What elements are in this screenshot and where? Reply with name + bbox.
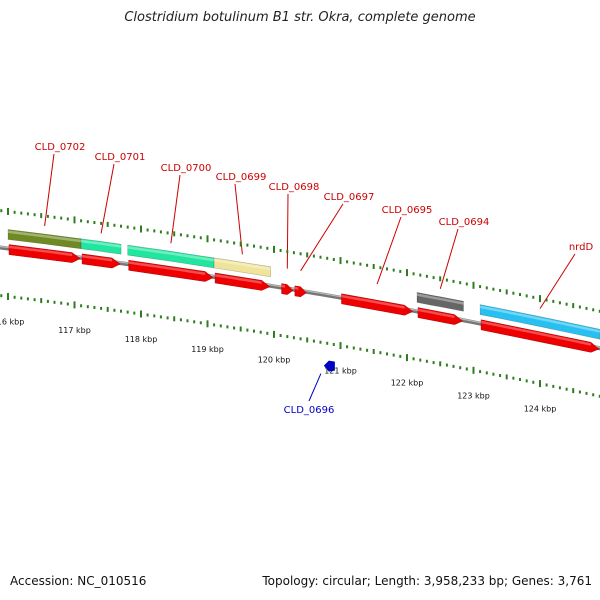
cds-arrow-shine-cld-0698 [281,284,285,288]
cds-arrow-shine-cld-0694 [418,308,455,319]
cds-arrow-shine-cld-0695 [341,294,405,309]
cds-arrow-cld-0699[interactable] [214,272,271,291]
axis-label-120-kbp: 120 kbp [258,355,291,364]
leader-line-cld-0701 [100,163,115,234]
axis-label-122-kbp: 122 kbp [391,379,424,388]
cds-arrow-cld-0700[interactable] [128,260,214,282]
accession-text: Accession: NC_010516 [10,574,147,588]
cds-arrow-shine-cld-0702 [9,245,73,257]
cog-feature-shine-cld-0700 [127,246,215,262]
cog-feature-shine-cld-0694 [417,293,464,305]
gene-label-cld-0699[interactable]: CLD_0699 [216,172,267,183]
cog-feature-cld-0701[interactable] [80,238,122,255]
cds-arrow-cld-0696[interactable] [323,360,335,372]
cog-feature-shine-cld-0702 [8,230,82,243]
cds-arrow-cld-0694[interactable] [417,307,463,325]
topology-summary-text: Topology: circular; Length: 3,958,233 bp… [262,574,592,588]
cog-feature-cld-0694[interactable] [416,292,464,312]
tick-marks [0,208,600,398]
leader-line-cld-0695 [376,216,402,285]
leader-line-cld-0694 [439,228,459,289]
gene-label-cld-0698[interactable]: CLD_0698 [269,182,320,193]
axis-label-124-kbp: 124 kbp [524,405,557,414]
cds-arrow-nrdd[interactable] [480,319,600,353]
leader-line-cld-0698 [286,193,289,269]
cds-arrow-shine-cld-0699 [215,274,262,284]
cog-feature-shine-nrdd [480,305,600,333]
gene-labels: CLD_0702 CLD_0701 CLD_0700 CLD_0699CLD_0698… [35,142,594,416]
cds-arrow-cld-0701[interactable] [81,253,121,269]
axis-label-119-kbp: 119 kbp [191,345,224,354]
axis-tick-labels: 116 kbp 117 kbp 118 kbp 119 kbp 120 kbp 121 k… [0,318,556,414]
cds-arrow-shine-cld-0700 [128,261,206,275]
cds-arrow-cld-0702[interactable] [8,244,81,263]
gene-label-cld-0700[interactable]: CLD_0700 [161,163,212,174]
cds-arrow-cld-0697[interactable] [294,285,307,298]
cds-arrow-shine-nrdd [481,320,591,346]
cds-arrow-cld-0695[interactable] [341,293,414,316]
leader-line-cld-0697 [300,203,344,272]
cog-feature-track [7,229,600,340]
axis-label-121-kbp: 121 kbp [324,367,357,376]
axis-label-123-kbp: 123 kbp [457,391,490,400]
cds-feature-track [8,244,600,372]
gene-label-cld-0701[interactable]: CLD_0701 [95,152,146,163]
axis-label-116-kbp: 116 kbp [0,318,24,327]
gene-label-cld-0702[interactable]: CLD_0702 [35,142,86,153]
leader-line-cld-0702 [44,153,55,227]
cog-feature-shine-cld-0701 [81,239,122,248]
gene-label-cld-0695[interactable]: CLD_0695 [382,205,433,216]
gene-label-cld-0696[interactable]: CLD_0696 [284,405,335,416]
gene-label-cld-0694[interactable]: CLD_0694 [439,217,490,228]
gene-label-nrdd[interactable]: nrdD [569,242,594,253]
cog-feature-shine-cld-0699 [214,258,271,271]
gene-label-cld-0697[interactable]: CLD_0697 [324,192,375,203]
cog-feature-cld-0699[interactable] [213,257,272,278]
axis-label-118-kbp: 118 kbp [125,335,158,344]
cds-arrow-cld-0698[interactable] [281,283,294,295]
leader-line-cld-0696 [308,373,322,402]
leader-line-cld-0700 [170,174,181,244]
cds-arrow-shine-cld-0701 [82,254,113,262]
cds-arrow-shine-cld-0697 [294,286,299,290]
axis-label-117-kbp: 117 kbp [58,326,91,335]
leader-line-nrdd [539,253,576,309]
map-title: Clostridium botulinum B1 str. Okra, comp… [124,10,476,25]
